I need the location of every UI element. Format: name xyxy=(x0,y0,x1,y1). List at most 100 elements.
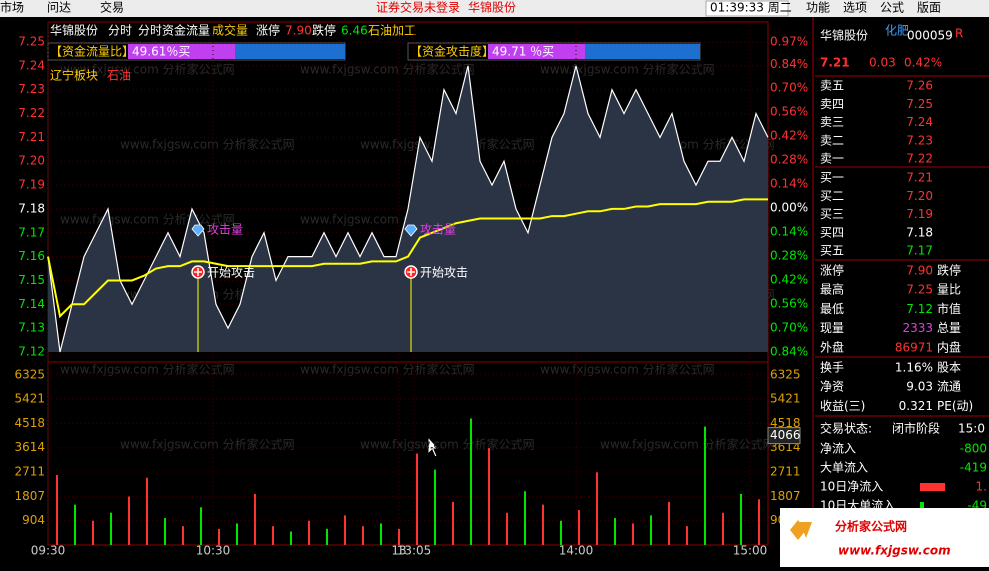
y-tick-label: 7.12 xyxy=(18,345,45,359)
quote-change: 0.03 xyxy=(869,56,896,70)
menu-item: 版面 xyxy=(917,1,941,15)
y2-tick-label: 0.70% xyxy=(770,321,808,335)
watermark: www.fxjgsw.com 分析家公式网 xyxy=(60,362,235,377)
status-label: 交易状态: xyxy=(820,421,872,436)
flow-bar xyxy=(920,502,924,510)
logo-bg xyxy=(780,508,989,567)
stat-label: 换手 xyxy=(820,361,844,375)
flow-value: -419 xyxy=(960,461,987,475)
book-price: 7.19 xyxy=(906,207,933,221)
flow-label: 净流入 xyxy=(820,442,856,456)
stat-label: 内盘 xyxy=(937,339,961,354)
industry: 石油加工 xyxy=(368,24,416,38)
quote-tag: 化肥 xyxy=(885,24,909,38)
y2-tick-label: 0.56% xyxy=(770,297,808,311)
status: 闭市阶段 xyxy=(892,421,940,436)
book-label: 卖三 xyxy=(820,115,844,129)
stat-label: 净资 xyxy=(820,380,844,394)
y-tick-label: 7.23 xyxy=(18,82,45,96)
y2-tick-label: 0.42% xyxy=(770,129,808,143)
start-cross xyxy=(407,268,415,276)
logo-icon xyxy=(790,520,812,540)
watermark: www.fxjgsw.com 分析家公式网 xyxy=(360,437,535,452)
tab: 分时资金流量 xyxy=(138,23,210,38)
menu-item: 公式 xyxy=(880,1,904,15)
quote-pct: 0.42% xyxy=(904,56,942,70)
stat-label: 收益(三) xyxy=(820,399,865,413)
book-price: 7.20 xyxy=(906,189,933,203)
book-label: 卖四 xyxy=(820,97,844,111)
y-tick-label: 7.16 xyxy=(18,249,45,263)
book-label: 买三 xyxy=(820,207,844,221)
diamond-icon xyxy=(404,224,418,237)
indicator-value: 49.71 ％买 xyxy=(492,45,554,59)
y-tick-label: 7.25 xyxy=(18,35,45,49)
watermark: www.fxjgsw.com 分析家公式网 xyxy=(300,362,475,377)
book-label: 买五 xyxy=(820,244,844,258)
sell-bar xyxy=(235,44,345,59)
indicator-label: 【资金流量比】 xyxy=(50,44,134,59)
stat-label: 市值 xyxy=(937,301,961,316)
watermark: www.fxjgsw.com 分析家公式网 xyxy=(540,362,715,377)
mouse-cursor xyxy=(427,435,441,458)
tab: 成交量 xyxy=(212,23,248,38)
cursor-box xyxy=(767,427,801,445)
book-price: 7.22 xyxy=(906,152,933,166)
book-price: 7.21 xyxy=(906,171,933,185)
start-cross xyxy=(194,268,202,276)
menu-item: 问达 xyxy=(47,1,71,15)
sector-label: 辽宁板块 xyxy=(50,68,98,83)
y2-tick-label: 0.14% xyxy=(770,177,808,191)
stat-label: 流通 xyxy=(937,380,961,394)
volume-tick-label: 2711 xyxy=(770,465,801,479)
diamond-icon xyxy=(191,224,205,237)
book-price: 7.17 xyxy=(906,244,933,258)
logo-url: www.fxjgsw.com xyxy=(838,544,951,558)
stat-value: 1.16% xyxy=(895,361,933,375)
stat-label: 总量 xyxy=(937,321,961,335)
flow-bar xyxy=(920,483,945,491)
book-label: 买四 xyxy=(820,225,844,239)
book-label: 卖五 xyxy=(820,79,844,93)
menu-item: 选项 xyxy=(843,1,867,15)
watermark: www.fxjgsw.com 分析家公式网 xyxy=(120,137,295,152)
book-price: 7.18 xyxy=(906,225,933,239)
stat-value: 9.03 xyxy=(906,380,933,394)
menu-stock: 华锦股份 xyxy=(468,1,516,15)
x-tick-label: 15:00 xyxy=(733,544,768,558)
limit-down: 6.46 xyxy=(341,24,368,38)
book-label: 买一 xyxy=(820,171,844,185)
quote-name: 华锦股份 xyxy=(820,29,868,43)
x-tick-label: 13:05 xyxy=(397,544,432,558)
volume-tick-label: 6325 xyxy=(14,367,45,381)
stat-label: 股本 xyxy=(937,361,961,375)
volume-tick-label: 1807 xyxy=(770,489,801,503)
watermark: www.fxjgsw.com 分析家公式网 xyxy=(300,62,475,77)
indicator-label: 【资金攻击度】 xyxy=(410,44,494,59)
annotation: 攻击量 xyxy=(420,223,456,237)
quote-price: 7.21 xyxy=(820,56,850,70)
y-tick-label: 7.24 xyxy=(18,58,45,72)
watermark: www.fxjgsw.com 分析家公式网 xyxy=(120,437,295,452)
sector-name: 石油 xyxy=(107,69,131,83)
y2-tick-label: 0.84% xyxy=(770,345,808,359)
volume-tick-label: 2711 xyxy=(14,465,45,479)
volume-tick-label: 4518 xyxy=(14,416,45,430)
volume-tick-label: 6325 xyxy=(770,367,801,381)
y2-tick-label: 0.84% xyxy=(770,57,808,71)
stat-label: 跌停 xyxy=(937,263,961,278)
flow-label: 10日净流入 xyxy=(820,480,883,494)
buy-bar xyxy=(128,44,235,59)
menu-item: 功能 xyxy=(806,1,830,15)
logo-name: 分析家公式网 xyxy=(835,519,907,534)
label: 涨停 xyxy=(256,23,280,38)
y2-tick-label: 0.97% xyxy=(770,35,808,49)
y-tick-label: 7.15 xyxy=(18,273,45,287)
y2-tick-label: 0.00% xyxy=(770,201,808,215)
indicator-value: 49.61％买 xyxy=(132,45,190,59)
status-time: 15:0 xyxy=(958,422,985,436)
stat-value: 7.25 xyxy=(906,283,933,297)
y-tick-label: 7.20 xyxy=(18,154,45,168)
y-tick-label: 7.17 xyxy=(18,225,45,239)
x-tick-label: 10:30 xyxy=(196,544,231,558)
